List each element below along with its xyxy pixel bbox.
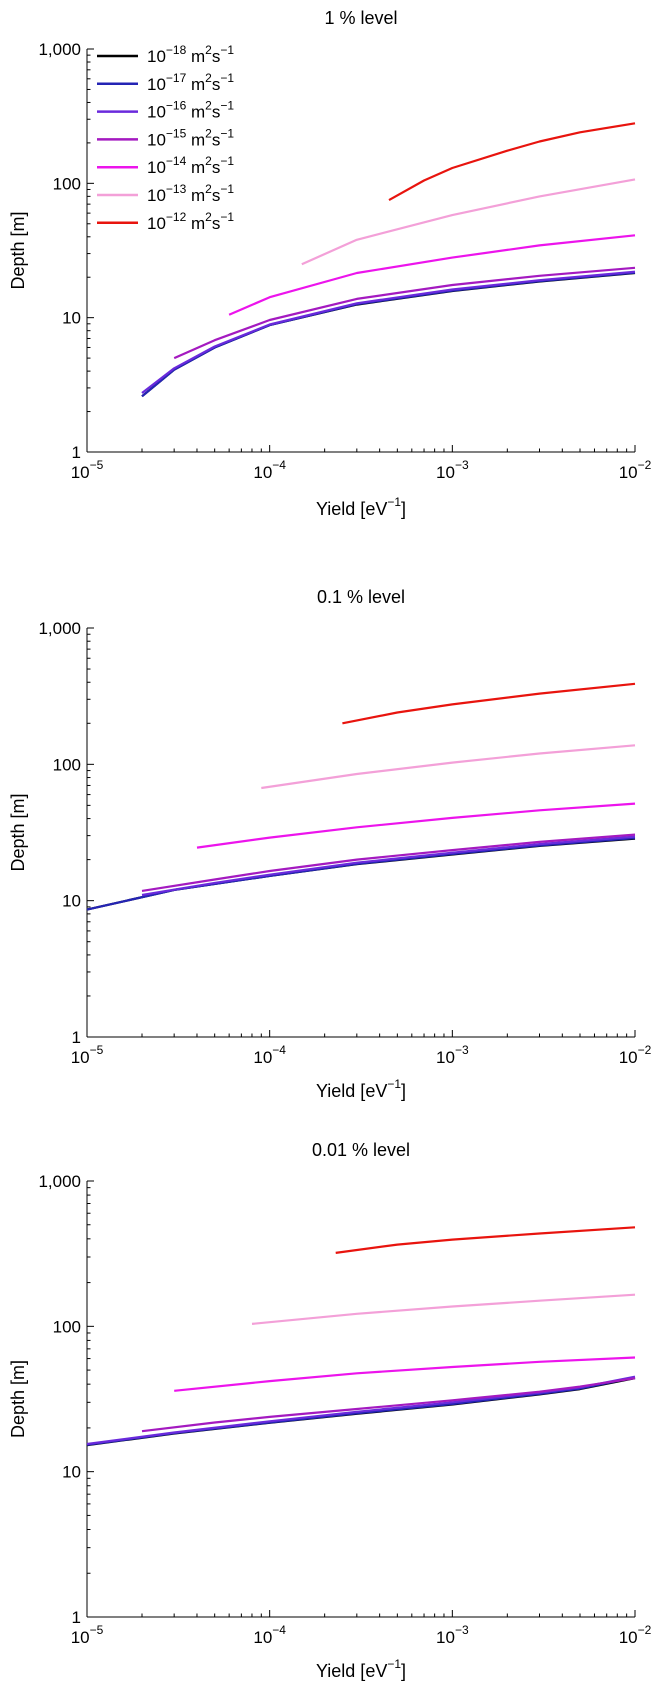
legend: 10−18 m2s−1 10−17 m2s−1 10−16 m2s−1 10−15 m… <box>97 43 234 233</box>
chart-title: 0.1 % level <box>317 587 405 607</box>
series-line-4 <box>141 1377 636 1433</box>
y-tick-label: 100 <box>53 755 81 774</box>
legend-label: 10−13 m2s−1 <box>147 182 234 205</box>
chart-panel-3: 0.01 % level 1 10 100 1,000 10−5 10−4 10−3 10−2 Y… <box>8 1140 652 1681</box>
x-tick-label: 10−2 <box>619 458 652 482</box>
series-line-6 <box>261 744 636 790</box>
series-line-3 <box>141 270 636 394</box>
series-line-4 <box>173 266 636 360</box>
y-tick-label: 10 <box>62 1463 81 1482</box>
legend-label: 10−12 m2s−1 <box>147 210 234 233</box>
legend-label: 10−14 m2s−1 <box>147 154 234 177</box>
y-tick-label: 100 <box>53 1317 81 1336</box>
chart-title: 1 % level <box>324 8 397 28</box>
legend-label: 10−17 m2s−1 <box>147 71 234 94</box>
y-tick-label: 100 <box>53 174 81 193</box>
series-line-7 <box>342 682 636 725</box>
series-line-2 <box>86 836 636 911</box>
series-line-6 <box>251 1293 636 1325</box>
series-line-2 <box>141 271 636 398</box>
y-tick-label: 10 <box>62 892 81 911</box>
x-tick-label: 10−3 <box>436 1043 469 1067</box>
x-tick-label: 10−4 <box>253 1623 286 1647</box>
chart-title: 0.01 % level <box>312 1140 410 1160</box>
x-tick-label: 10−2 <box>619 1043 652 1067</box>
y-tick-label: 1 <box>72 1028 81 1047</box>
legend-label: 10−15 m2s−1 <box>147 126 234 149</box>
series-line-5 <box>228 234 636 316</box>
x-axis-label: Yield [eV−1] <box>316 495 406 519</box>
x-tick-label: 10−4 <box>253 458 286 482</box>
series-line-1 <box>141 271 636 398</box>
y-tick-label: 1 <box>72 443 81 462</box>
chart-panel-2: 0.1 % level 1 10 100 1,000 10−5 10−4 10−3 10−2 Yi… <box>8 587 652 1101</box>
x-axis-label: Yield [eV−1] <box>316 1657 406 1681</box>
x-tick-label: 10−3 <box>436 1623 469 1647</box>
series-line-5 <box>174 1356 636 1392</box>
y-axis-label: Depth [m] <box>8 1360 28 1438</box>
y-tick-label: 1,000 <box>38 1172 81 1191</box>
series-line-3 <box>86 1375 636 1446</box>
series-line-7 <box>335 1226 636 1254</box>
y-tick-label: 1,000 <box>38 40 81 59</box>
series-line-4 <box>141 833 636 892</box>
y-tick-label: 10 <box>62 309 81 328</box>
y-tick-label: 1 <box>72 1608 81 1627</box>
x-tick-label: 10−5 <box>71 458 104 482</box>
x-tick-label: 10−2 <box>619 1623 652 1647</box>
series-line-3 <box>141 835 636 897</box>
series-line-6 <box>301 178 636 266</box>
y-axis-label: Depth [m] <box>8 211 28 289</box>
series-line-1 <box>86 837 636 911</box>
chart-panel-1: 1 % level 1 10 100 1,000 10−5 10−4 10−3 10−2 Yiel… <box>8 8 652 519</box>
series-line-5 <box>196 802 636 849</box>
x-axis-label: Yield [eV−1] <box>316 1077 406 1101</box>
y-axis-label: Depth [m] <box>8 793 28 871</box>
series-line-7 <box>388 122 636 202</box>
x-tick-label: 10−4 <box>253 1043 286 1067</box>
legend-label: 10−18 m2s−1 <box>147 43 234 66</box>
x-tick-label: 10−3 <box>436 458 469 482</box>
legend-label: 10−16 m2s−1 <box>147 99 234 122</box>
x-tick-label: 10−5 <box>71 1623 104 1647</box>
y-tick-label: 1,000 <box>38 619 81 638</box>
x-tick-label: 10−5 <box>71 1043 104 1067</box>
